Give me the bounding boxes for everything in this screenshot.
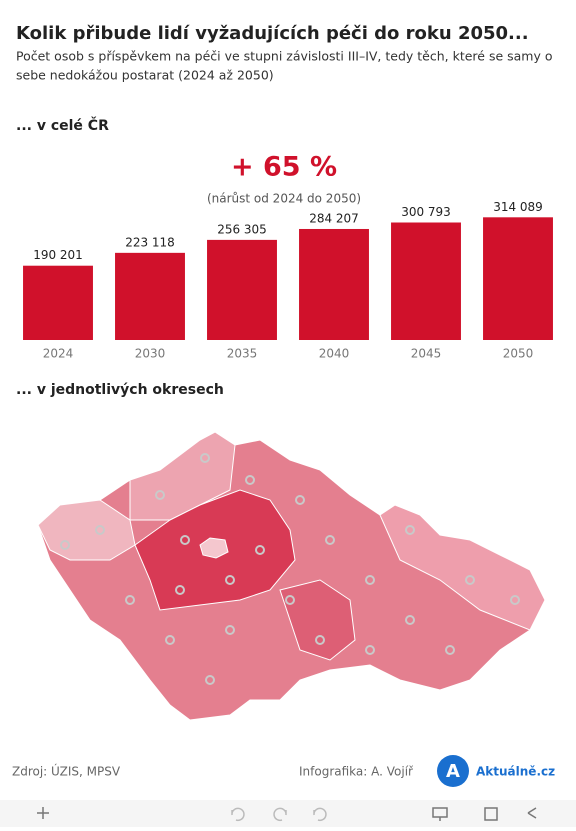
bar (299, 228, 369, 340)
region-mid (279, 579, 356, 661)
x-tick-label: 2050 (503, 347, 534, 361)
value-label: 190 201 (33, 248, 83, 262)
section-heading: ... v jednotlivých okresech (16, 382, 224, 398)
bar (483, 217, 553, 340)
revert-button[interactable] (313, 807, 327, 822)
toolbar-icons (37, 807, 537, 822)
prague (199, 537, 229, 559)
fullscreen-button[interactable] (484, 807, 498, 821)
logo-letter: A (446, 761, 460, 782)
toolbar (0, 800, 576, 827)
annotation-note: (nárůst od 2024 do 2050) (207, 192, 361, 206)
share-button[interactable] (527, 807, 537, 819)
annotation: + 65 % (231, 152, 337, 183)
bar-chart: 190 201 2024 223 118 2030 256 305 2035 284 207… (23, 200, 553, 361)
region-light (379, 504, 546, 631)
value-label: 284 207 (309, 211, 359, 225)
bar (391, 222, 461, 340)
bar (23, 265, 93, 340)
author: Infografika: A. Vojíř (299, 765, 414, 779)
move-button[interactable] (37, 807, 49, 819)
x-tick-label: 2024 (43, 347, 74, 361)
download-button[interactable] (432, 807, 448, 821)
subtitle: sebe nedokážou postarat (2024 až 2050) (16, 68, 274, 83)
title: Kolik přibude lidí vyžadujících péči do … (16, 23, 529, 44)
logo-icon (437, 755, 469, 787)
x-tick-label: 2030 (135, 347, 166, 361)
x-tick-label: 2045 (411, 347, 442, 361)
value-label: 300 793 (401, 205, 451, 219)
district-map (37, 431, 546, 721)
value-label: 256 305 (217, 222, 267, 236)
bar (115, 252, 185, 340)
bar (207, 239, 277, 340)
x-tick-label: 2035 (227, 347, 258, 361)
x-tick-label: 2040 (319, 347, 350, 361)
redo-button[interactable] (273, 807, 287, 822)
section-heading: ... v celé ČR (16, 116, 109, 134)
value-label: 223 118 (125, 235, 175, 249)
district-markers (60, 453, 520, 685)
logo: Aktuálně.cz (476, 765, 555, 779)
subtitle: Počet osob s příspěvkem na péči ve stupn… (16, 49, 553, 64)
undo-button[interactable] (231, 807, 245, 822)
source: Zdroj: ÚZIS, MPSV (12, 764, 121, 779)
value-label: 314 089 (493, 200, 543, 214)
